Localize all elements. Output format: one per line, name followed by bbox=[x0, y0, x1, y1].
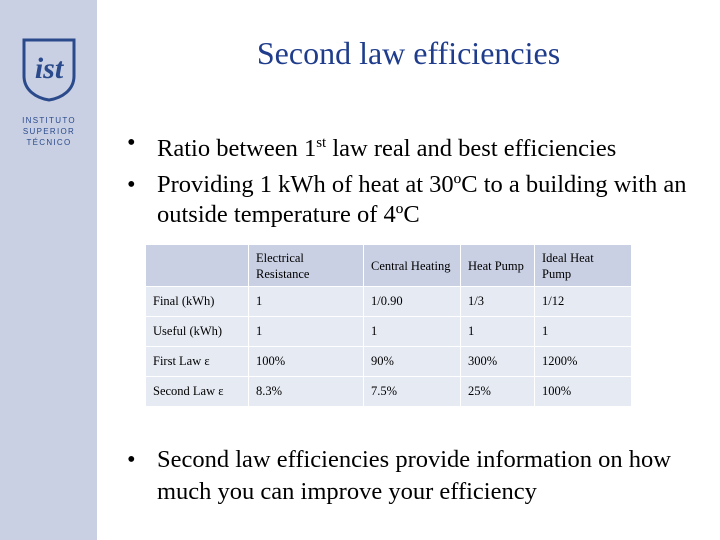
table-cell: 1/3 bbox=[460, 286, 535, 317]
bullet-item: • Second law efficiencies provide inform… bbox=[127, 444, 717, 508]
table-cell: First Law ε bbox=[145, 346, 249, 377]
table-cell: 1 bbox=[248, 286, 364, 317]
logo-mark-text: ist bbox=[35, 52, 65, 85]
table-header-row: Electrical Resistance Central Heating He… bbox=[145, 244, 632, 287]
table-row: Second Law ε 8.3% 7.5% 25% 100% bbox=[145, 376, 632, 407]
table-header-cell bbox=[145, 244, 249, 287]
slide-title: Second law efficiencies bbox=[256, 35, 561, 71]
logo-line-3: TÉCNICO bbox=[26, 138, 72, 147]
bullet-2-text: Providing 1 kWh of heat at 30ºC to a bui… bbox=[157, 171, 687, 229]
table-header-cell: Ideal Heat Pump bbox=[534, 244, 632, 287]
table-row: Final (kWh) 1 1/0.90 1/3 1/12 bbox=[145, 286, 632, 317]
table-header-cell: Heat Pump bbox=[460, 244, 535, 287]
table-cell: 1/12 bbox=[534, 286, 632, 317]
table-cell: 1 bbox=[534, 316, 632, 347]
table-cell: Useful (kWh) bbox=[145, 316, 249, 347]
bullet-3-text: Second law efficiencies provide informat… bbox=[157, 446, 671, 505]
efficiency-table: Electrical Resistance Central Heating He… bbox=[145, 244, 632, 407]
table-cell: 1 bbox=[460, 316, 535, 347]
bullet-dot-icon: • bbox=[127, 171, 136, 199]
bullet-1-post: law real and best efficiencies bbox=[326, 135, 617, 163]
bullet-list: • Ratio between 1st law real and best ef… bbox=[127, 128, 707, 236]
table-cell: 1 bbox=[363, 316, 461, 347]
logo-line-2: SUPERIOR bbox=[22, 127, 76, 136]
table-cell: 1/0.90 bbox=[363, 286, 461, 317]
table-cell: 100% bbox=[534, 376, 632, 407]
table-row: Useful (kWh) 1 1 1 1 bbox=[145, 316, 632, 347]
table-cell: 25% bbox=[460, 376, 535, 407]
table-cell: 1200% bbox=[534, 346, 632, 377]
bullet-item: • Ratio between 1st law real and best ef… bbox=[127, 128, 707, 164]
table-header-cell: Electrical Resistance bbox=[248, 244, 364, 287]
table-cell: Final (kWh) bbox=[145, 286, 249, 317]
table-cell: 300% bbox=[460, 346, 535, 377]
bullet-item: • Providing 1 kWh of heat at 30ºC to a b… bbox=[127, 170, 707, 230]
table-cell: 8.3% bbox=[248, 376, 364, 407]
bullet-1-sup: st bbox=[316, 135, 327, 151]
bullet-dot-icon: • bbox=[127, 129, 136, 156]
table-cell: 100% bbox=[248, 346, 364, 377]
table-cell: Second Law ε bbox=[145, 376, 249, 407]
ist-logo-icon: ist bbox=[22, 38, 76, 102]
bullet-dot-icon: • bbox=[127, 446, 136, 473]
table-header-cell: Central Heating bbox=[363, 244, 461, 287]
sidebar: ist INSTITUTO SUPERIOR TÉCNICO bbox=[0, 0, 97, 540]
logo-text: INSTITUTO SUPERIOR TÉCNICO bbox=[14, 115, 84, 148]
table-cell: 7.5% bbox=[363, 376, 461, 407]
table-cell: 90% bbox=[363, 346, 461, 377]
table-row: First Law ε 100% 90% 300% 1200% bbox=[145, 346, 632, 377]
logo-line-1: INSTITUTO bbox=[22, 116, 76, 125]
table-cell: 1 bbox=[248, 316, 364, 347]
bullet-1-pre: Ratio between 1 bbox=[157, 135, 317, 163]
